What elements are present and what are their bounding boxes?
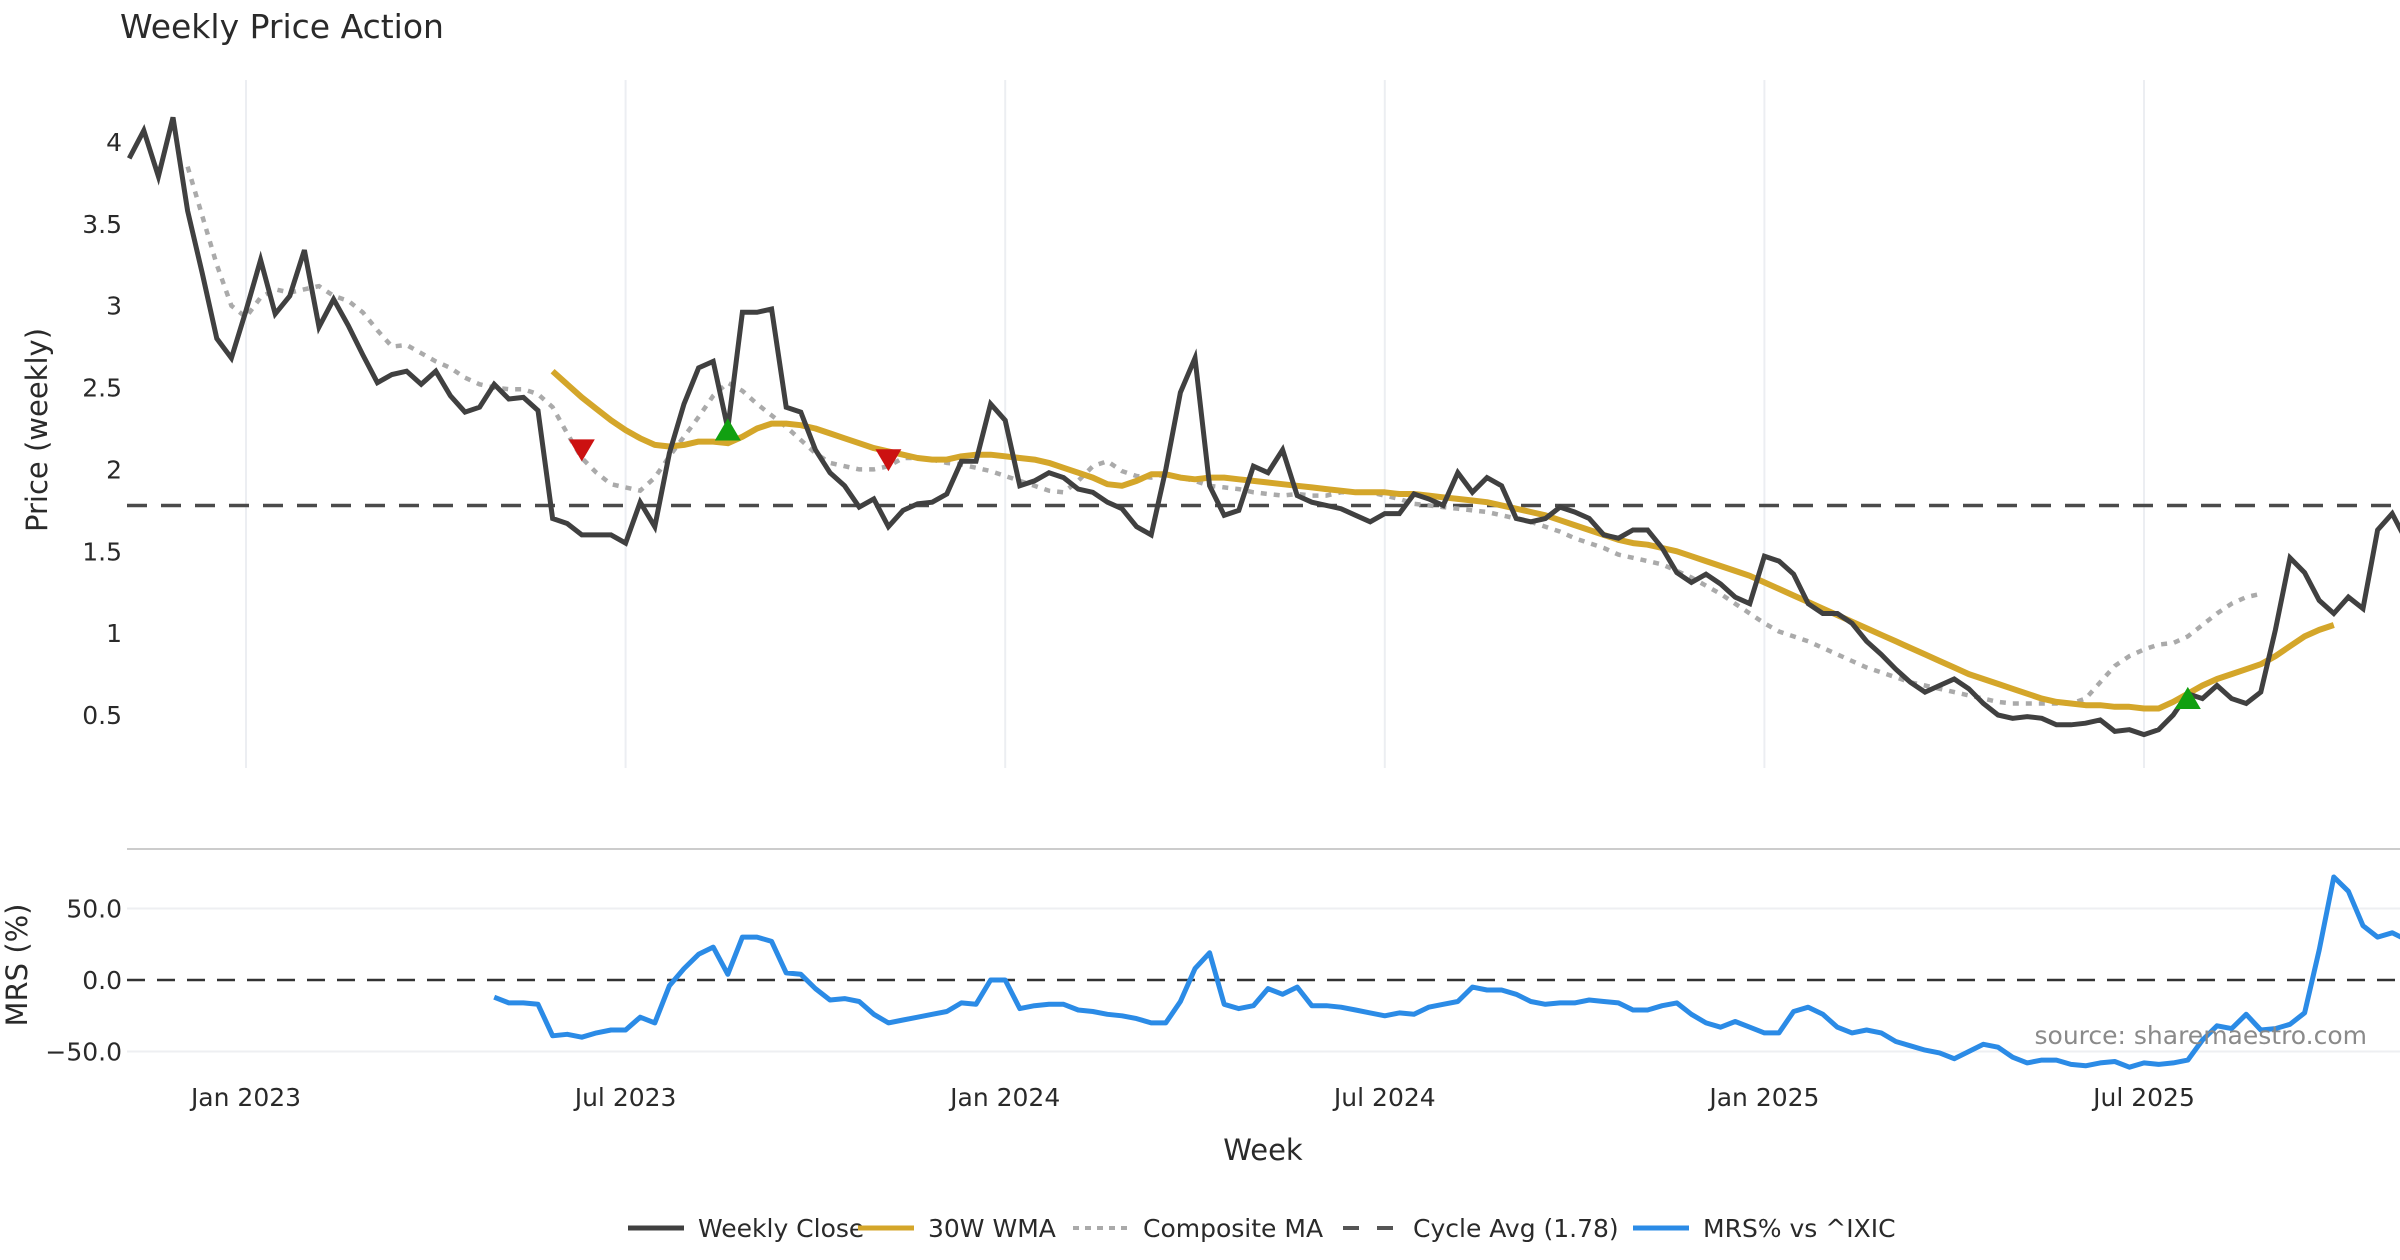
legend-label: Composite MA bbox=[1143, 1214, 1323, 1243]
legend-label: Weekly Close bbox=[698, 1214, 864, 1243]
x-tick-label: Jan 2023 bbox=[189, 1083, 301, 1112]
price-y-tick-label: 1 bbox=[106, 619, 122, 648]
mrs-y-axis-label: MRS (%) bbox=[0, 904, 34, 1027]
legend: Weekly Close 30W WMA Composite MA Cycle Avg… bbox=[628, 1214, 1896, 1243]
legend-label: MRS% vs ^IXIC bbox=[1703, 1214, 1896, 1243]
x-tick-label: Jul 2024 bbox=[1332, 1083, 1436, 1112]
price-y-ticks: 0.5 1 1.5 2 2.5 3 3.5 4 bbox=[82, 128, 122, 730]
mrs-y-ticks: −50.0 0.0 50.0 bbox=[45, 895, 122, 1067]
price-y-tick-label: 2.5 bbox=[82, 374, 122, 403]
price-panel: 0.5 1 1.5 2 2.5 3 3.5 4 Price (weekly) bbox=[20, 80, 2400, 768]
weekly-close-line bbox=[126, 116, 2400, 738]
mrs-line bbox=[493, 874, 2400, 1070]
wma-30w-line bbox=[550, 368, 2335, 712]
signal-markers bbox=[568, 418, 2201, 710]
mrs-panel: −50.0 0.0 50.0 MRS (%) source: sharemaestr… bbox=[0, 874, 2400, 1070]
chart-title: Weekly Price Action bbox=[120, 7, 444, 46]
legend-item: 30W WMA bbox=[858, 1214, 1056, 1243]
price-y-tick-label: 1.5 bbox=[82, 537, 122, 566]
price-y-tick-label: 0.5 bbox=[82, 701, 122, 730]
source-note: source: sharemaestro.com bbox=[2035, 1021, 2368, 1050]
legend-label: Cycle Avg (1.78) bbox=[1413, 1214, 1619, 1243]
mrs-y-tick-label: −50.0 bbox=[45, 1038, 122, 1067]
x-axis-label: Week bbox=[1223, 1133, 1303, 1167]
sell-signal-marker bbox=[875, 449, 902, 472]
price-y-tick-label: 3.5 bbox=[82, 210, 122, 239]
mrs-horizontal-gridlines bbox=[127, 907, 2400, 1053]
legend-item: Composite MA bbox=[1073, 1214, 1323, 1243]
composite-ma-line bbox=[185, 165, 2262, 706]
legend-item: MRS% vs ^IXIC bbox=[1633, 1214, 1896, 1243]
x-tick-label: Jul 2023 bbox=[573, 1083, 677, 1112]
x-tick-label: Jul 2025 bbox=[2091, 1083, 2195, 1112]
legend-item: Weekly Close bbox=[628, 1214, 864, 1243]
x-axis-ticks: Jan 2023 Jul 2023 Jan 2024 Jul 2024 Jan 2025… bbox=[189, 1083, 2195, 1112]
mrs-y-tick-label: 50.0 bbox=[66, 895, 122, 924]
price-y-tick-label: 4 bbox=[106, 128, 122, 157]
price-y-axis-label: Price (weekly) bbox=[20, 328, 54, 532]
sell-signal-marker bbox=[568, 439, 595, 462]
price-vertical-gridlines bbox=[245, 80, 2145, 768]
price-y-tick-label: 3 bbox=[106, 292, 122, 321]
mrs-y-tick-label: 0.0 bbox=[82, 966, 122, 995]
x-tick-label: Jan 2025 bbox=[1707, 1083, 1819, 1112]
buy-signal-marker bbox=[714, 418, 741, 441]
legend-label: 30W WMA bbox=[928, 1214, 1056, 1243]
price-y-tick-label: 2 bbox=[106, 455, 122, 484]
x-tick-label: Jan 2024 bbox=[948, 1083, 1060, 1112]
legend-item: Cycle Avg (1.78) bbox=[1343, 1214, 1619, 1243]
buy-signal-marker bbox=[2174, 686, 2201, 710]
